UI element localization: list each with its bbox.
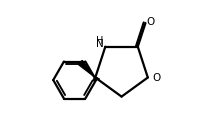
- Text: O: O: [147, 17, 155, 27]
- Text: H: H: [96, 36, 104, 46]
- Text: O: O: [152, 73, 160, 83]
- Polygon shape: [78, 60, 95, 78]
- Text: N: N: [96, 39, 104, 49]
